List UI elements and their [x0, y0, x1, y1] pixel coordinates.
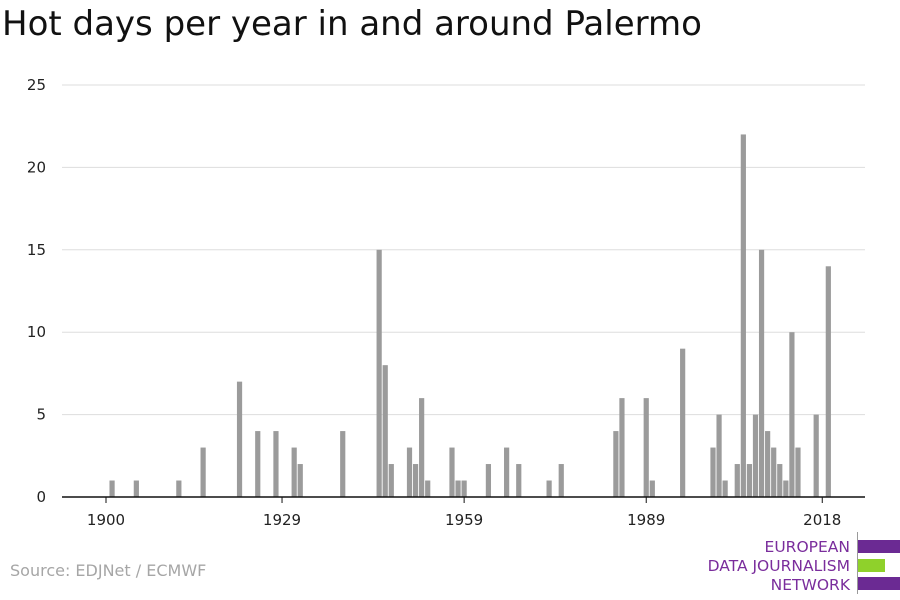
bar — [340, 431, 346, 497]
source-note: Source: EDJNet / ECMWF — [10, 561, 207, 580]
bar — [716, 414, 722, 497]
bar — [643, 398, 649, 497]
logo-line-2: DATA JOURNALISM — [707, 557, 850, 575]
bar — [461, 480, 467, 497]
logo-line-1: EUROPEAN — [764, 538, 850, 556]
bar — [109, 480, 115, 497]
y-tick-label: 15 — [27, 241, 46, 259]
bar — [765, 431, 771, 497]
logo-bar-top — [858, 540, 900, 553]
bar — [740, 134, 746, 497]
bar — [516, 464, 522, 497]
bar — [291, 447, 297, 497]
x-tick-label: 2018 — [803, 511, 841, 529]
bar — [777, 464, 783, 497]
bar — [546, 480, 552, 497]
bar — [236, 381, 243, 497]
bar — [297, 464, 303, 497]
bar — [746, 464, 753, 497]
bar — [752, 414, 759, 497]
y-tick-label: 25 — [27, 76, 46, 94]
bar — [783, 480, 789, 497]
bars — [109, 134, 831, 497]
bar — [412, 464, 419, 497]
bar — [485, 464, 492, 497]
y-axis-ticks: 0 5 10 15 20 25 — [27, 76, 46, 506]
bar — [734, 464, 740, 497]
bar — [255, 431, 261, 497]
bar — [176, 480, 182, 497]
bar — [710, 447, 716, 497]
bar — [789, 332, 795, 497]
x-tick-label: 1929 — [263, 511, 301, 529]
chart-title: Hot days per year in and around Palermo — [2, 4, 702, 44]
x-tick-label: 1900 — [87, 511, 125, 529]
bar — [795, 447, 801, 497]
y-tick-label: 5 — [36, 406, 46, 424]
bar — [425, 480, 431, 497]
bar — [419, 398, 425, 497]
bar — [771, 447, 777, 497]
bar — [758, 249, 765, 497]
bar — [449, 447, 455, 497]
bar — [406, 447, 413, 497]
logo-divider — [857, 532, 858, 594]
gridlines — [62, 84, 865, 416]
bar — [649, 480, 655, 497]
bar — [680, 348, 686, 497]
bar — [376, 249, 382, 497]
logo-bar-bottom — [858, 577, 900, 590]
x-tick-label: 1959 — [445, 511, 483, 529]
bar — [200, 447, 206, 497]
y-tick-label: 0 — [36, 488, 46, 506]
y-tick-label: 20 — [27, 158, 46, 176]
bar — [504, 447, 510, 497]
bar — [133, 480, 139, 497]
bar — [558, 464, 564, 497]
y-tick-label: 10 — [27, 323, 46, 341]
bar — [613, 431, 619, 497]
edjnet-logo: EUROPEAN DATA JOURNALISM NETWORK — [700, 532, 900, 598]
x-tick-label: 1989 — [627, 511, 665, 529]
bar — [388, 464, 394, 497]
bar — [273, 431, 279, 497]
bar — [825, 266, 831, 497]
bar — [813, 414, 819, 497]
bar — [455, 480, 461, 497]
x-axis: 1900 1929 1959 1989 2018 — [62, 496, 865, 529]
bar — [619, 398, 625, 497]
bar — [382, 365, 388, 497]
logo-line-3: NETWORK — [770, 576, 850, 594]
logo-bar-middle — [858, 559, 885, 572]
bar — [722, 480, 728, 497]
